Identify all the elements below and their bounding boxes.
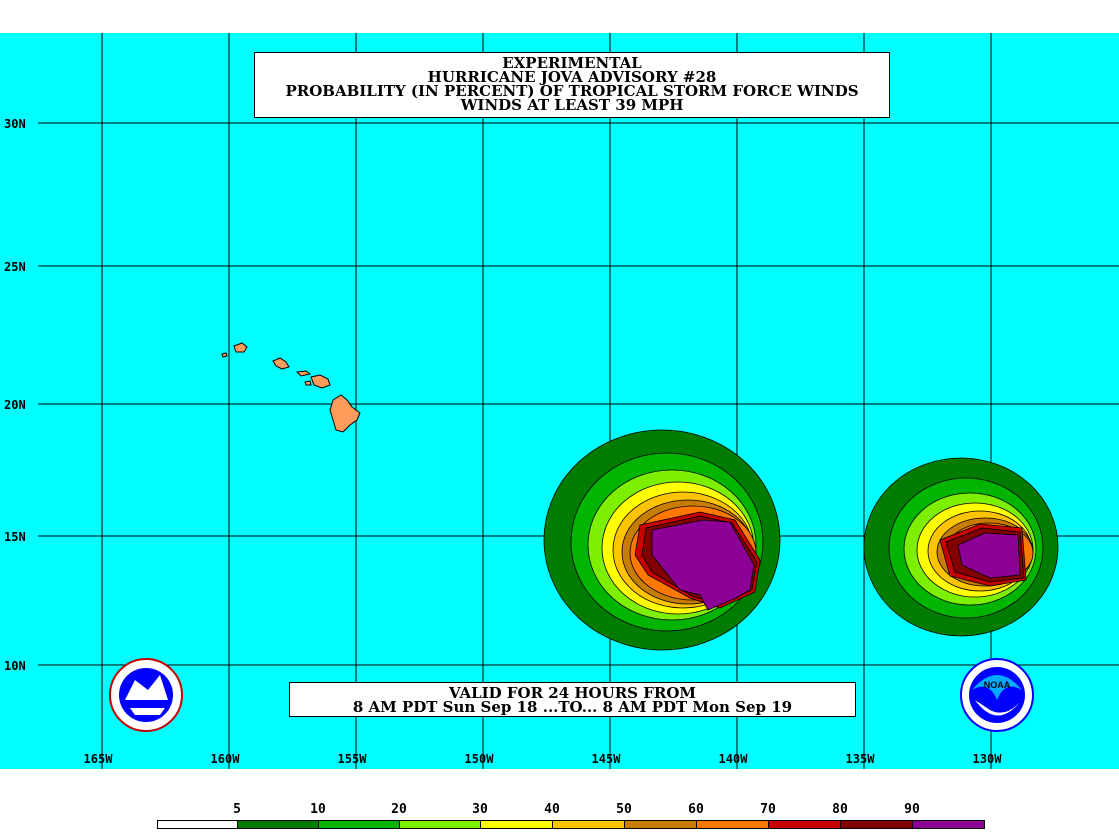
legend-label: 90 (904, 802, 920, 817)
valid-line: VALID FOR 24 HOURS FROM (448, 684, 697, 702)
legend-swatch (480, 820, 553, 829)
lon-labels: 165W 160W 155W 150W 145W 140W 135W 130W (84, 752, 1003, 766)
legend-label: 30 (472, 802, 488, 817)
title-line: WINDS AT LEAST 39 MPH (460, 96, 684, 114)
probability-contours-east (863, 457, 1059, 637)
title-line: HURRICANE JOVA ADVISORY #28 (427, 68, 717, 86)
ocean-background (0, 33, 1119, 769)
lat-label: 10N (4, 659, 26, 673)
legend-swatch (318, 820, 400, 829)
legend-label: 70 (760, 802, 776, 817)
lat-label: 15N (4, 530, 26, 544)
hawaiian-islands (221, 342, 361, 433)
lat-labels: 30N 25N 20N 15N 10N (4, 117, 26, 673)
legend-swatch (157, 820, 238, 829)
legend-label: 80 (832, 802, 848, 817)
lat-label: 20N (4, 398, 26, 412)
lat-label: 25N (4, 260, 26, 274)
valid-line: 8 AM PDT Sun Sep 18 ...TO... 8 AM PDT Mo… (352, 698, 793, 716)
lon-label: 145W (592, 752, 622, 766)
title-line: EXPERIMENTAL (502, 54, 642, 72)
lat-lon-grid (38, 33, 1119, 769)
lon-label: 140W (719, 752, 749, 766)
legend-label: 20 (391, 802, 407, 817)
valid-time-box: VALID FOR 24 HOURS FROM 8 AM PDT Sun Sep… (289, 682, 856, 717)
lon-label: 155W (338, 752, 368, 766)
legend-label: 50 (616, 802, 632, 817)
legend-label: 5 (233, 802, 241, 817)
legend-label: 60 (688, 802, 704, 817)
legend-swatch (912, 820, 985, 829)
svg-text:NOAA: NOAA (984, 680, 1011, 690)
lon-label: 160W (211, 752, 241, 766)
legend-swatch (552, 820, 625, 829)
legend-swatch (399, 820, 481, 829)
probability-contours-west (543, 429, 781, 651)
title-line: PROBABILITY (IN PERCENT) OF TROPICAL STO… (285, 82, 859, 100)
noaa-logo-icon: NOAA (960, 658, 1034, 732)
lat-label: 30N (4, 117, 26, 131)
nws-logo-icon (109, 658, 183, 732)
legend-swatch (696, 820, 769, 829)
map-title-box: EXPERIMENTAL HURRICANE JOVA ADVISORY #28… (254, 52, 890, 118)
legend-label: 40 (544, 802, 560, 817)
lon-label: 150W (465, 752, 495, 766)
lon-label: 165W (84, 752, 114, 766)
legend-swatch (768, 820, 841, 829)
lon-label: 130W (973, 752, 1003, 766)
legend-swatch (237, 820, 319, 829)
legend-swatch (840, 820, 913, 829)
legend-swatch (624, 820, 697, 829)
legend-label: 10 (310, 802, 326, 817)
lon-label: 135W (846, 752, 876, 766)
